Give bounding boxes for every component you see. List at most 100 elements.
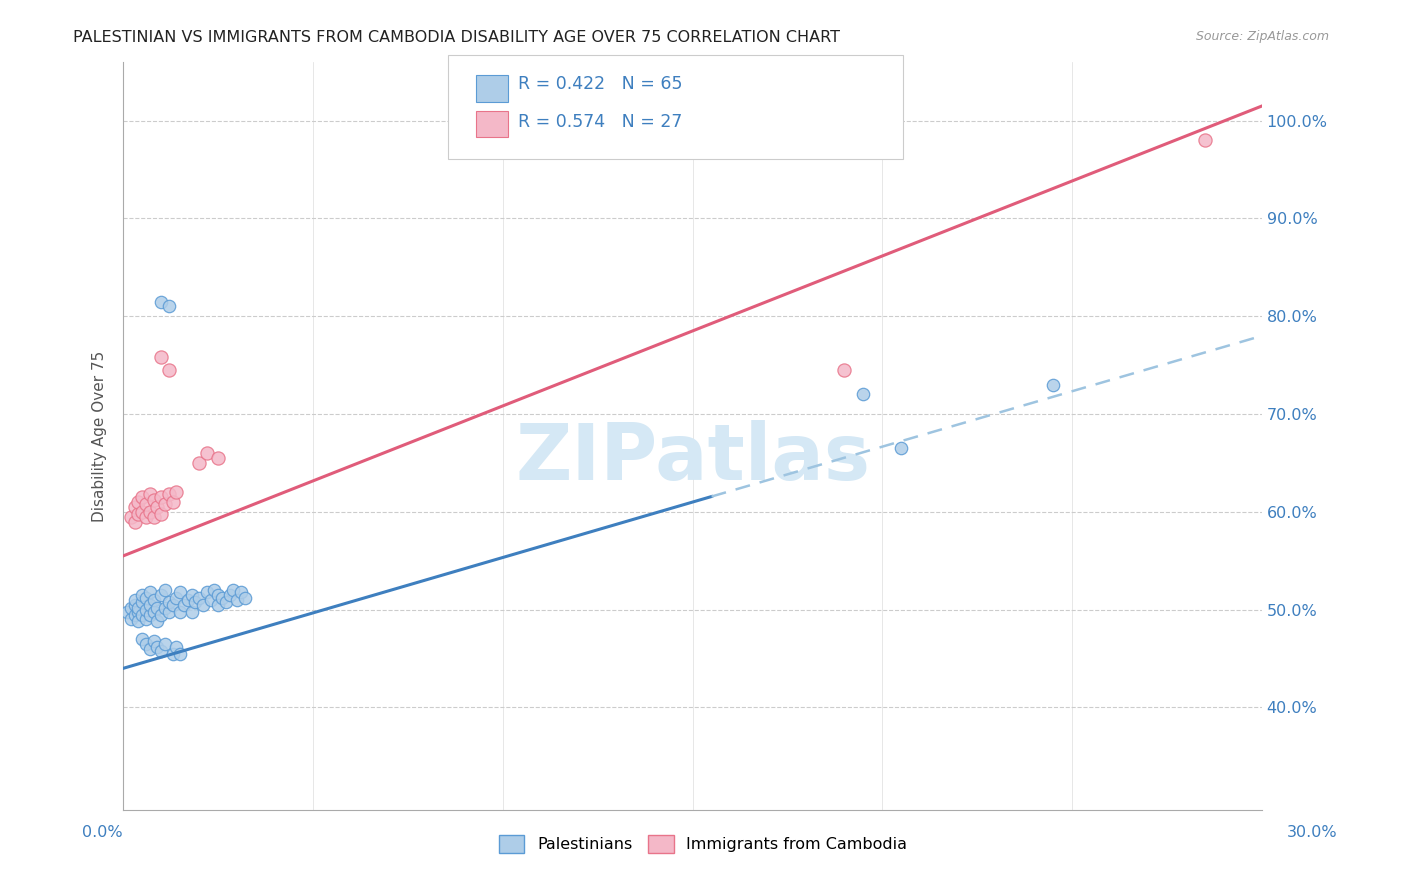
Point bbox=[139, 585, 162, 599]
Point bbox=[195, 446, 218, 460]
Point bbox=[142, 493, 165, 508]
Point bbox=[127, 615, 149, 629]
Point bbox=[169, 647, 191, 661]
Point bbox=[131, 607, 153, 622]
Point bbox=[131, 505, 153, 519]
Point bbox=[153, 583, 176, 598]
Text: R = 0.422   N = 65: R = 0.422 N = 65 bbox=[519, 76, 683, 94]
Point bbox=[131, 595, 153, 609]
Point bbox=[1194, 133, 1216, 147]
Point bbox=[131, 588, 153, 602]
Point bbox=[222, 583, 245, 598]
Point bbox=[150, 588, 173, 602]
Point bbox=[135, 591, 157, 605]
Point bbox=[124, 515, 146, 529]
Point bbox=[1042, 377, 1064, 392]
Point bbox=[188, 456, 211, 470]
Point bbox=[142, 634, 165, 648]
Point bbox=[120, 612, 142, 626]
Point bbox=[131, 632, 153, 646]
Point bbox=[120, 600, 142, 615]
Point bbox=[139, 607, 162, 622]
Point bbox=[153, 600, 176, 615]
Point bbox=[215, 595, 238, 609]
Point bbox=[162, 495, 184, 509]
Point bbox=[165, 485, 187, 500]
Text: R = 0.574   N = 27: R = 0.574 N = 27 bbox=[519, 113, 683, 131]
Point bbox=[124, 598, 146, 612]
Point bbox=[157, 363, 180, 377]
Y-axis label: Disability Age Over 75: Disability Age Over 75 bbox=[93, 351, 107, 522]
Point bbox=[139, 598, 162, 612]
Point bbox=[135, 602, 157, 616]
Point bbox=[139, 641, 162, 656]
Point bbox=[150, 294, 173, 309]
Point bbox=[834, 363, 856, 377]
Point bbox=[153, 637, 176, 651]
Point bbox=[135, 497, 157, 511]
Point bbox=[131, 490, 153, 504]
Point bbox=[127, 600, 149, 615]
Text: Source: ZipAtlas.com: Source: ZipAtlas.com bbox=[1195, 30, 1329, 44]
Point bbox=[135, 637, 157, 651]
Point bbox=[120, 509, 142, 524]
FancyBboxPatch shape bbox=[447, 54, 903, 160]
Point bbox=[124, 592, 146, 607]
Point bbox=[162, 598, 184, 612]
Point bbox=[115, 605, 138, 619]
Point bbox=[169, 605, 191, 619]
Point bbox=[157, 595, 180, 609]
Point bbox=[124, 607, 146, 622]
Point bbox=[135, 509, 157, 524]
Point bbox=[127, 605, 149, 619]
Point bbox=[211, 591, 233, 605]
Point bbox=[150, 351, 173, 365]
Point bbox=[139, 487, 162, 501]
Point bbox=[200, 592, 222, 607]
Point bbox=[218, 588, 240, 602]
Point bbox=[169, 585, 191, 599]
Point bbox=[207, 598, 229, 612]
Point bbox=[233, 591, 256, 605]
Point bbox=[195, 585, 218, 599]
Point bbox=[162, 647, 184, 661]
Point bbox=[150, 607, 173, 622]
Point bbox=[139, 505, 162, 519]
FancyBboxPatch shape bbox=[477, 111, 508, 136]
Point bbox=[142, 605, 165, 619]
Point bbox=[127, 507, 149, 521]
Point bbox=[207, 588, 229, 602]
Point bbox=[153, 497, 176, 511]
Legend: Palestinians, Immigrants from Cambodia: Palestinians, Immigrants from Cambodia bbox=[492, 829, 914, 859]
Point bbox=[165, 591, 187, 605]
Point bbox=[150, 490, 173, 504]
Point bbox=[150, 507, 173, 521]
Text: ZIPatlas: ZIPatlas bbox=[515, 420, 870, 497]
Point bbox=[157, 487, 180, 501]
Point bbox=[146, 615, 169, 629]
Point bbox=[177, 592, 200, 607]
Point bbox=[180, 588, 202, 602]
Point bbox=[202, 583, 225, 598]
Text: PALESTINIAN VS IMMIGRANTS FROM CAMBODIA DISABILITY AGE OVER 75 CORRELATION CHART: PALESTINIAN VS IMMIGRANTS FROM CAMBODIA … bbox=[73, 30, 841, 45]
FancyBboxPatch shape bbox=[477, 76, 508, 102]
Point bbox=[142, 592, 165, 607]
Point bbox=[165, 640, 187, 654]
Text: 30.0%: 30.0% bbox=[1286, 825, 1337, 839]
Text: 0.0%: 0.0% bbox=[83, 825, 122, 839]
Point bbox=[226, 592, 249, 607]
Point bbox=[146, 500, 169, 514]
Point bbox=[157, 605, 180, 619]
Point bbox=[188, 591, 211, 605]
Point bbox=[146, 600, 169, 615]
Point bbox=[157, 300, 180, 314]
Point bbox=[852, 387, 875, 401]
Point bbox=[184, 595, 207, 609]
Point bbox=[127, 495, 149, 509]
Point bbox=[890, 442, 912, 456]
Point bbox=[191, 598, 214, 612]
Point bbox=[229, 585, 252, 599]
Point bbox=[142, 509, 165, 524]
Point bbox=[150, 643, 173, 657]
Point bbox=[173, 598, 195, 612]
